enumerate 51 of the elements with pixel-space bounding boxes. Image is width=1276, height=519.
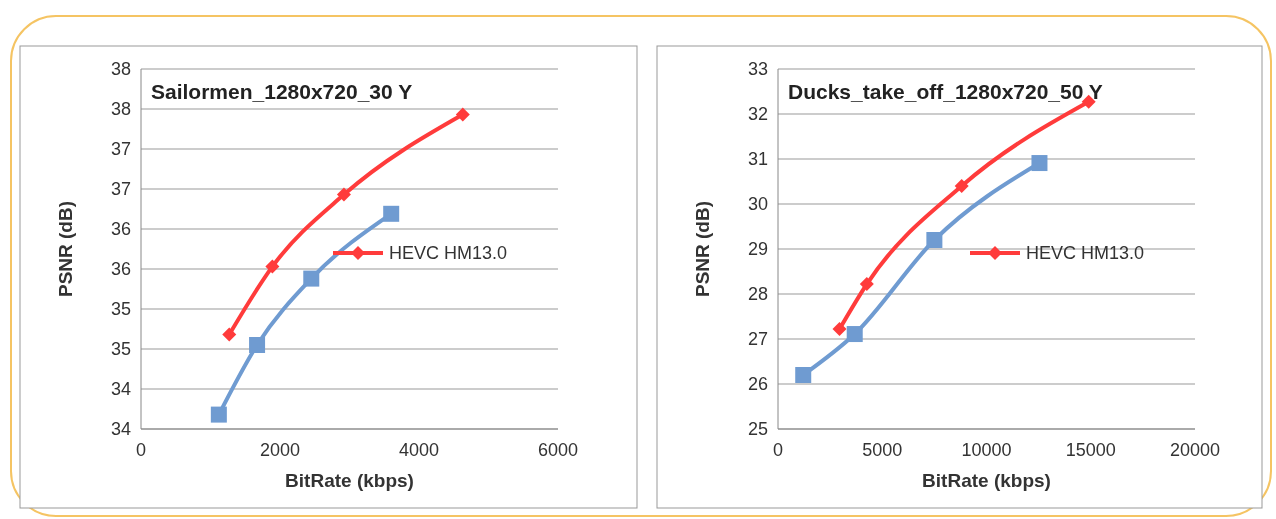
point [222, 327, 237, 342]
point [210, 406, 227, 423]
point [926, 232, 943, 248]
point [859, 277, 874, 292]
y-axis-title: PSNR (dB) [55, 200, 76, 298]
y-tick-label: 34 [110, 379, 131, 400]
legend-label: HEVC HM13.0 [1026, 243, 1145, 264]
x-tick-label: 0 [772, 440, 784, 460]
legend-label: HEVC HM13.0 [389, 243, 508, 264]
x-tick-label: 10000 [961, 440, 1012, 460]
x-axis-title: BitRate (kbps) [285, 470, 414, 491]
y-tick-label: 27 [747, 329, 768, 350]
y-tick-label: 29 [747, 239, 768, 260]
x-tick-label: 15000 [1065, 440, 1116, 460]
y-tick-label: 25 [747, 419, 768, 440]
point [455, 107, 470, 122]
y-tick-label: 38 [110, 99, 131, 120]
y-tick-label: 31 [747, 149, 768, 170]
point [832, 322, 847, 337]
x-tick-label: 6000 [537, 440, 579, 460]
y-axis-title: PSNR (dB) [692, 200, 713, 298]
y-tick-label: 37 [110, 139, 131, 160]
y-tick-label: 28 [747, 284, 768, 305]
y-tick-label: 36 [110, 259, 131, 280]
point [249, 337, 266, 353]
y-tick-label: 37 [110, 179, 131, 200]
y-tick-label: 35 [110, 299, 131, 320]
y-tick-label: 34 [110, 419, 131, 440]
y-tick-label: 38 [110, 59, 131, 80]
y-tick-label: 35 [110, 339, 131, 360]
text: Sailormen_1280x720_30 Y [151, 80, 413, 103]
x-tick-label: 5000 [862, 440, 903, 460]
x-tick-label: 20000 [1169, 440, 1221, 460]
point [383, 205, 400, 222]
point [303, 270, 320, 287]
text: Ducks_take_off_1280x720_50 Y [788, 80, 1103, 103]
y-tick-label: 26 [747, 374, 768, 395]
point [846, 326, 863, 343]
point [954, 179, 969, 193]
y-tick-label: 33 [747, 59, 768, 80]
x-tick-label: 0 [135, 440, 147, 460]
x-axis-title: BitRate (kbps) [922, 470, 1051, 491]
y-tick-label: 32 [747, 104, 768, 125]
y-tick-label: 36 [110, 219, 131, 240]
y-tick-label: 30 [747, 194, 768, 215]
point [795, 367, 812, 383]
x-tick-label: 2000 [259, 440, 301, 460]
point [265, 259, 280, 274]
point [1031, 155, 1048, 172]
point [336, 187, 351, 202]
x-tick-label: 4000 [398, 440, 440, 460]
